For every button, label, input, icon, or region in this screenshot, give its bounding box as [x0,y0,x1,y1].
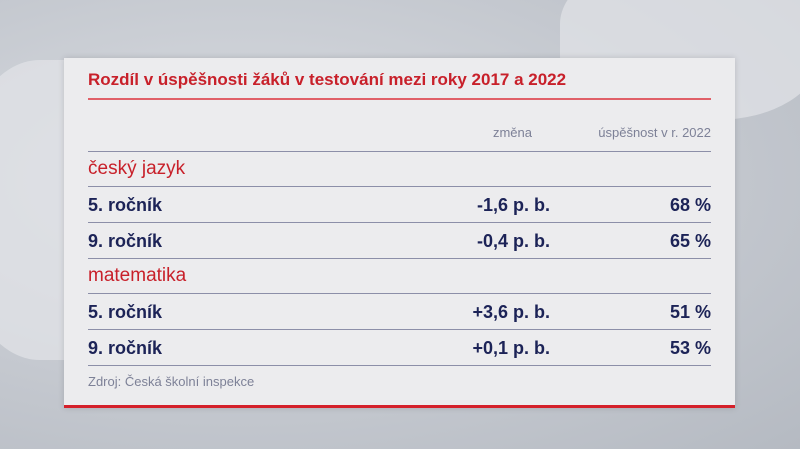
divider [88,151,711,152]
divider [88,293,711,294]
divider [88,365,711,366]
row-label: 5. ročník [88,195,163,215]
change-value: +0,1 p. b. [472,338,550,358]
title-divider [88,98,711,100]
row-label: 5. ročník [88,302,163,322]
change-value: +3,6 p. b. [472,302,550,322]
divider [88,258,711,259]
column-header-change: změna [492,125,532,140]
success-value: 53 % [669,338,711,358]
table-panel: Rozdíl v úspěšnosti žáků v testování mez… [64,58,735,408]
row-label: 9. ročník [88,338,163,358]
change-value: -0,4 p. b. [476,231,550,251]
divider [88,329,711,330]
divider [88,222,711,223]
column-header-success: úspěšnost v r. 2022 [598,125,711,140]
success-value: 65 % [669,231,711,251]
section-title: český jazyk [88,158,186,179]
row-label: 9. ročník [88,231,163,251]
success-value: 51 % [669,302,711,322]
table-title: Rozdíl v úspěšnosti žáků v testování mez… [88,70,567,89]
success-value: 68 % [669,195,711,215]
section-title: matematika [88,265,187,286]
source-note: Zdroj: Česká školní inspekce [88,374,255,389]
divider [88,186,711,187]
change-value: -1,6 p. b. [476,195,550,215]
